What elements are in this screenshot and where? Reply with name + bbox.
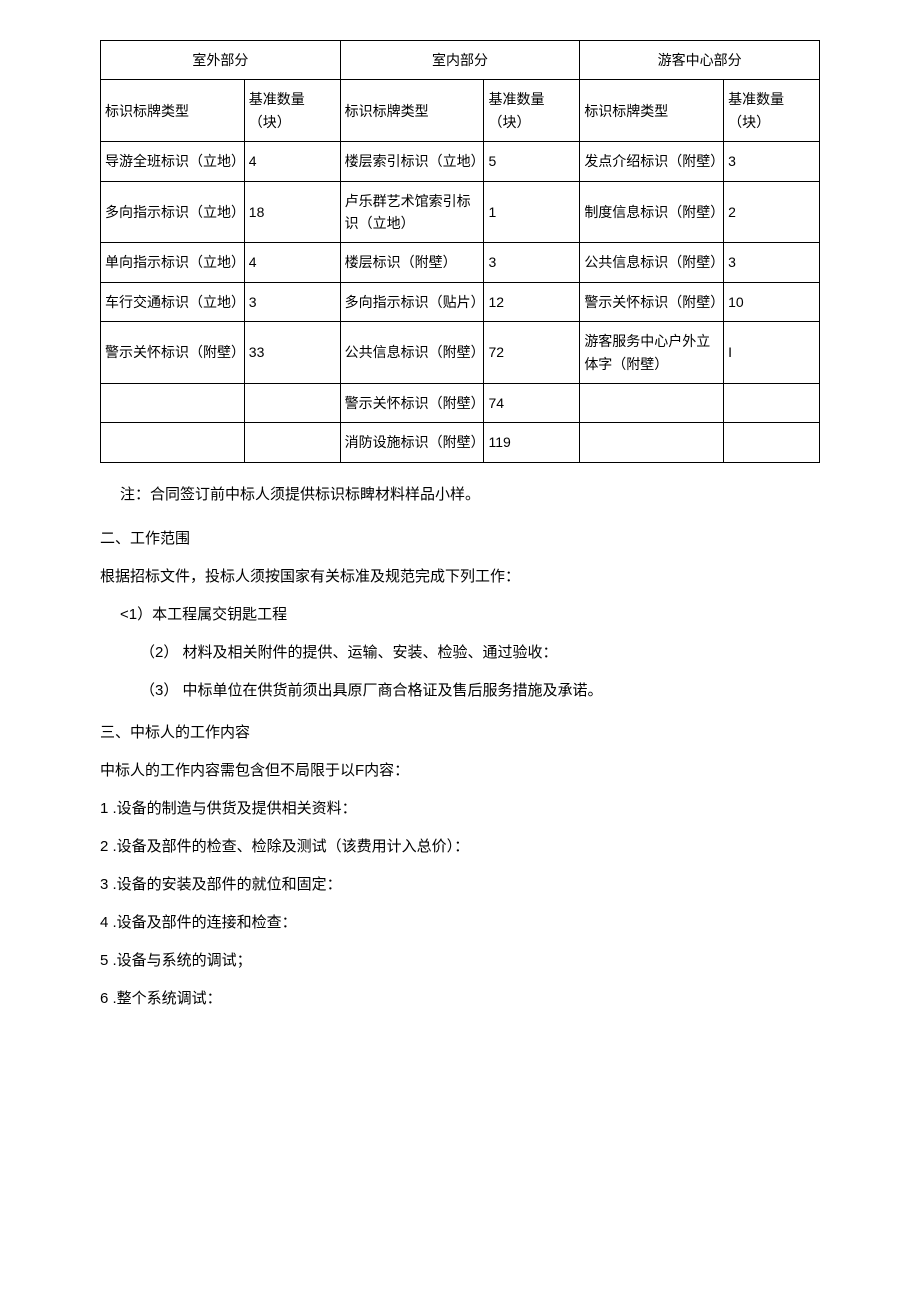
- col-header-type: 标识标牌类型: [340, 80, 484, 142]
- cell-type: [580, 423, 724, 462]
- table-header-group-row: 室外部分 室内部分 游客中心部分: [101, 41, 820, 80]
- cell-qty: 12: [484, 282, 580, 321]
- cell-type: 楼层标识（附壁）: [340, 243, 484, 282]
- cell-type: 制度信息标识（附壁）: [580, 181, 724, 243]
- cell-qty: 72: [484, 322, 580, 384]
- group-header-indoor: 室内部分: [340, 41, 580, 80]
- table-header-sub-row: 标识标牌类型 基准数量（块） 标识标牌类型 基准数量（块） 标识标牌类型 基准数…: [101, 80, 820, 142]
- cell-type: 车行交通标识（立地）: [101, 282, 245, 321]
- section-2-item-1: <1）本工程属交钥匙工程: [120, 603, 820, 627]
- cell-qty: 2: [724, 181, 820, 243]
- cell-type: 警示关怀标识（附壁）: [101, 322, 245, 384]
- cell-qty: 1: [484, 181, 580, 243]
- section-2-title: 二、工作范围: [100, 527, 820, 551]
- cell-type: 多向指示标识（贴片）: [340, 282, 484, 321]
- cell-type: 消防设施标识（附壁）: [340, 423, 484, 462]
- cell-qty: [724, 383, 820, 422]
- cell-type: 楼层索引标识（立地）: [340, 142, 484, 181]
- table-row: 消防设施标识（附壁） 119: [101, 423, 820, 462]
- section-3-item-6: 6 .整个系统调试：: [100, 987, 820, 1011]
- table-row: 导游全班标识（立地） 4 楼层索引标识（立地） 5 发点介绍标识（附壁） 3: [101, 142, 820, 181]
- col-header-qty: 基准数量（块）: [244, 80, 340, 142]
- cell-qty: 3: [484, 243, 580, 282]
- table-row: 警示关怀标识（附壁） 74: [101, 383, 820, 422]
- cell-qty: 18: [244, 181, 340, 243]
- section-3-intro: 中标人的工作内容需包含但不局限于以F内容：: [100, 759, 820, 783]
- table-row: 车行交通标识（立地） 3 多向指示标识（贴片） 12 警示关怀标识（附壁） 10: [101, 282, 820, 321]
- cell-type: 导游全班标识（立地）: [101, 142, 245, 181]
- section-3-item-2: 2 .设备及部件的检查、检除及测试（该费用计入总价）：: [100, 835, 820, 859]
- cell-type: 公共信息标识（附壁）: [340, 322, 484, 384]
- section-3-title: 三、中标人的工作内容: [100, 721, 820, 745]
- section-2-item-2: （2） 材料及相关附件的提供、运输、安装、检验、通过验收：: [140, 641, 820, 665]
- section-3-item-3: 3 .设备的安装及部件的就位和固定：: [100, 873, 820, 897]
- cell-qty: [244, 423, 340, 462]
- cell-type: [580, 383, 724, 422]
- col-header-qty: 基准数量（块）: [724, 80, 820, 142]
- cell-qty: I: [724, 322, 820, 384]
- cell-qty: 5: [484, 142, 580, 181]
- cell-qty: 10: [724, 282, 820, 321]
- cell-qty: 3: [724, 142, 820, 181]
- col-header-type: 标识标牌类型: [580, 80, 724, 142]
- table-row: 单向指示标识（立地） 4 楼层标识（附壁） 3 公共信息标识（附壁） 3: [101, 243, 820, 282]
- section-3-item-5: 5 .设备与系统的调试；: [100, 949, 820, 973]
- col-header-type: 标识标牌类型: [101, 80, 245, 142]
- group-header-visitor: 游客中心部分: [580, 41, 820, 80]
- cell-qty: 4: [244, 243, 340, 282]
- cell-type: 警示关怀标识（附壁）: [340, 383, 484, 422]
- cell-type: 卢乐群艺术馆索引标识（立地）: [340, 181, 484, 243]
- cell-type: 警示关怀标识（附壁）: [580, 282, 724, 321]
- cell-type: 发点介绍标识（附壁）: [580, 142, 724, 181]
- cell-type: 游客服务中心户外立体字（附壁）: [580, 322, 724, 384]
- section-3-item-1: 1 .设备的制造与供货及提供相关资料：: [100, 797, 820, 821]
- cell-type: [101, 383, 245, 422]
- cell-qty: [724, 423, 820, 462]
- cell-qty: 74: [484, 383, 580, 422]
- cell-qty: 4: [244, 142, 340, 181]
- table-note: 注：合同签订前中标人须提供标识标睥材料样品小样。: [120, 483, 820, 507]
- group-header-outdoor: 室外部分: [101, 41, 341, 80]
- cell-type: 单向指示标识（立地）: [101, 243, 245, 282]
- section-3-item-4: 4 .设备及部件的连接和检查：: [100, 911, 820, 935]
- section-2-intro: 根据招标文件，投标人须按国家有关标准及规范完成下列工作：: [100, 565, 820, 589]
- cell-qty: 119: [484, 423, 580, 462]
- cell-qty: 3: [244, 282, 340, 321]
- cell-qty: [244, 383, 340, 422]
- cell-qty: 33: [244, 322, 340, 384]
- cell-type: 多向指示标识（立地）: [101, 181, 245, 243]
- table-row: 警示关怀标识（附壁） 33 公共信息标识（附壁） 72 游客服务中心户外立体字（…: [101, 322, 820, 384]
- table-row: 多向指示标识（立地） 18 卢乐群艺术馆索引标识（立地） 1 制度信息标识（附壁…: [101, 181, 820, 243]
- cell-type: [101, 423, 245, 462]
- cell-type: 公共信息标识（附壁）: [580, 243, 724, 282]
- section-2-item-3: （3） 中标单位在供货前须出具原厂商合格证及售后服务措施及承诺。: [140, 679, 820, 703]
- signage-table: 室外部分 室内部分 游客中心部分 标识标牌类型 基准数量（块） 标识标牌类型 基…: [100, 40, 820, 463]
- cell-qty: 3: [724, 243, 820, 282]
- col-header-qty: 基准数量（块）: [484, 80, 580, 142]
